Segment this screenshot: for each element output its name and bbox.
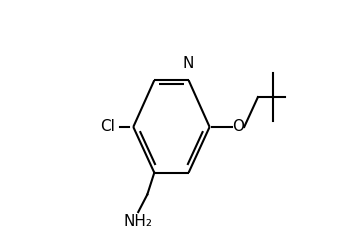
Text: O: O <box>232 119 244 134</box>
Text: N: N <box>183 56 194 71</box>
Text: Cl: Cl <box>100 119 115 134</box>
Text: NH₂: NH₂ <box>124 214 153 229</box>
